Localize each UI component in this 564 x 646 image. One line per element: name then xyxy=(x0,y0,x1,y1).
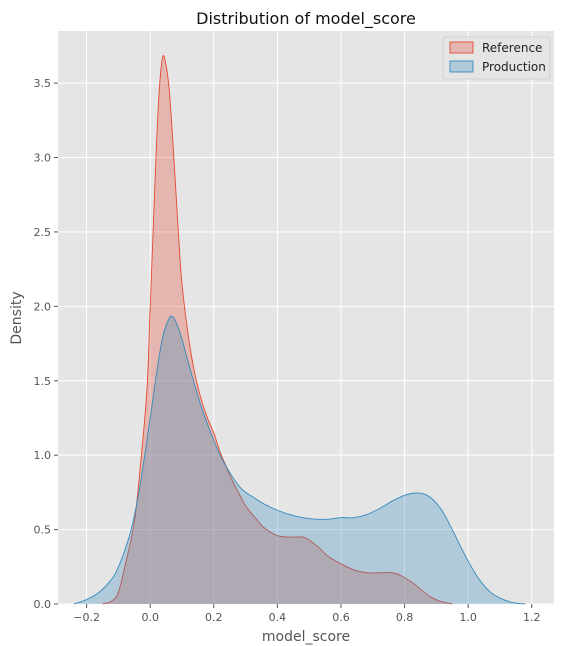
legend-swatch-reference xyxy=(449,41,474,54)
y-tick-label: 2.0 xyxy=(34,300,52,313)
y-tick-label: 2.5 xyxy=(34,226,52,239)
density-area-reference xyxy=(102,55,453,605)
density-line-production xyxy=(73,315,526,605)
x-tick-label: 0.8 xyxy=(396,611,414,624)
x-tick-label: 1.2 xyxy=(523,611,541,624)
x-tick-label: −0.2 xyxy=(73,611,100,624)
x-axis-label: model_score xyxy=(262,629,350,645)
y-tick-label: 0.0 xyxy=(34,598,52,611)
legend-label-production: Production xyxy=(482,60,546,74)
legend-swatch-production xyxy=(449,60,474,73)
legend: Reference Production xyxy=(442,36,551,80)
chart-title: Distribution of model_score xyxy=(196,9,416,29)
x-tick-label: 1.0 xyxy=(459,611,477,624)
series-layer xyxy=(73,55,526,605)
density-area-production xyxy=(73,316,526,604)
y-tick-label: 3.0 xyxy=(34,152,52,165)
x-tick-label: 0.6 xyxy=(332,611,350,624)
density-line-reference xyxy=(102,55,453,605)
y-tick-label: 1.0 xyxy=(34,449,52,462)
grid xyxy=(58,31,554,605)
legend-label-reference: Reference xyxy=(482,41,542,55)
x-tick-label: 0.4 xyxy=(269,611,287,624)
legend-box xyxy=(442,36,551,80)
y-tick-label: 0.5 xyxy=(34,524,52,537)
x-tick-label: 0.0 xyxy=(141,611,159,624)
x-axis-ticks: −0.2 0.0 0.2 0.4 0.6 0.8 1.0 1.2 xyxy=(73,604,540,624)
y-axis-ticks: 0.0 0.5 1.0 1.5 2.0 2.5 3.0 3.5 xyxy=(34,77,58,611)
x-tick-label: 0.2 xyxy=(205,611,223,624)
plot-area xyxy=(58,31,554,604)
y-tick-label: 1.5 xyxy=(34,375,52,388)
y-tick-label: 3.5 xyxy=(34,77,52,90)
y-axis-label: Density xyxy=(9,291,25,344)
